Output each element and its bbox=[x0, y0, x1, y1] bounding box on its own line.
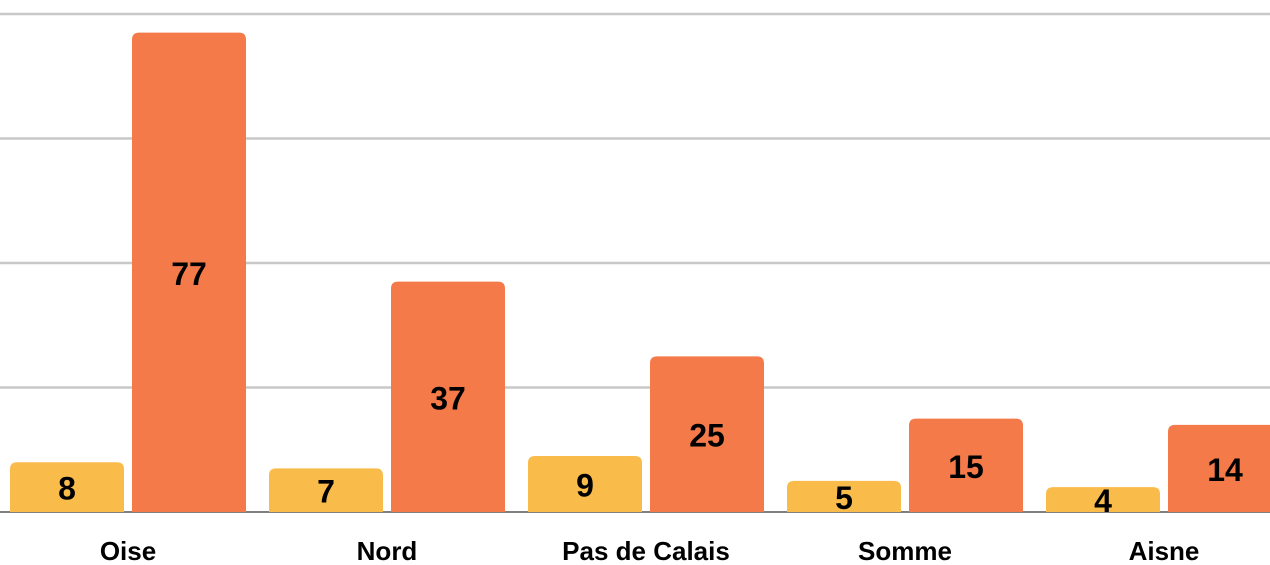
bar bbox=[269, 468, 383, 512]
bar bbox=[132, 32, 246, 513]
bar bbox=[391, 281, 505, 512]
bar bbox=[10, 462, 124, 512]
bar bbox=[909, 418, 1023, 512]
bar bbox=[650, 356, 764, 512]
value-label: 14 bbox=[1207, 452, 1243, 488]
bar bbox=[1046, 487, 1160, 512]
value-label: 9 bbox=[576, 467, 594, 503]
value-label: 8 bbox=[58, 471, 76, 507]
x-tick-label: Somme bbox=[858, 536, 952, 565]
value-label: 5 bbox=[835, 480, 853, 516]
value-label: 4 bbox=[1094, 483, 1112, 519]
value-label: 37 bbox=[430, 380, 466, 416]
value-label: 77 bbox=[171, 256, 207, 292]
x-tick-label: Pas de Calais bbox=[562, 536, 730, 565]
bar bbox=[528, 455, 642, 512]
x-tick-label: Nord bbox=[357, 536, 418, 565]
bar bbox=[1168, 424, 1270, 512]
bar bbox=[787, 480, 901, 512]
x-tick-label: Aisne bbox=[1129, 536, 1200, 565]
value-label: 25 bbox=[689, 418, 725, 454]
value-label: 15 bbox=[948, 449, 984, 485]
x-tick-label: Oise bbox=[100, 536, 156, 565]
value-label: 7 bbox=[317, 474, 335, 510]
